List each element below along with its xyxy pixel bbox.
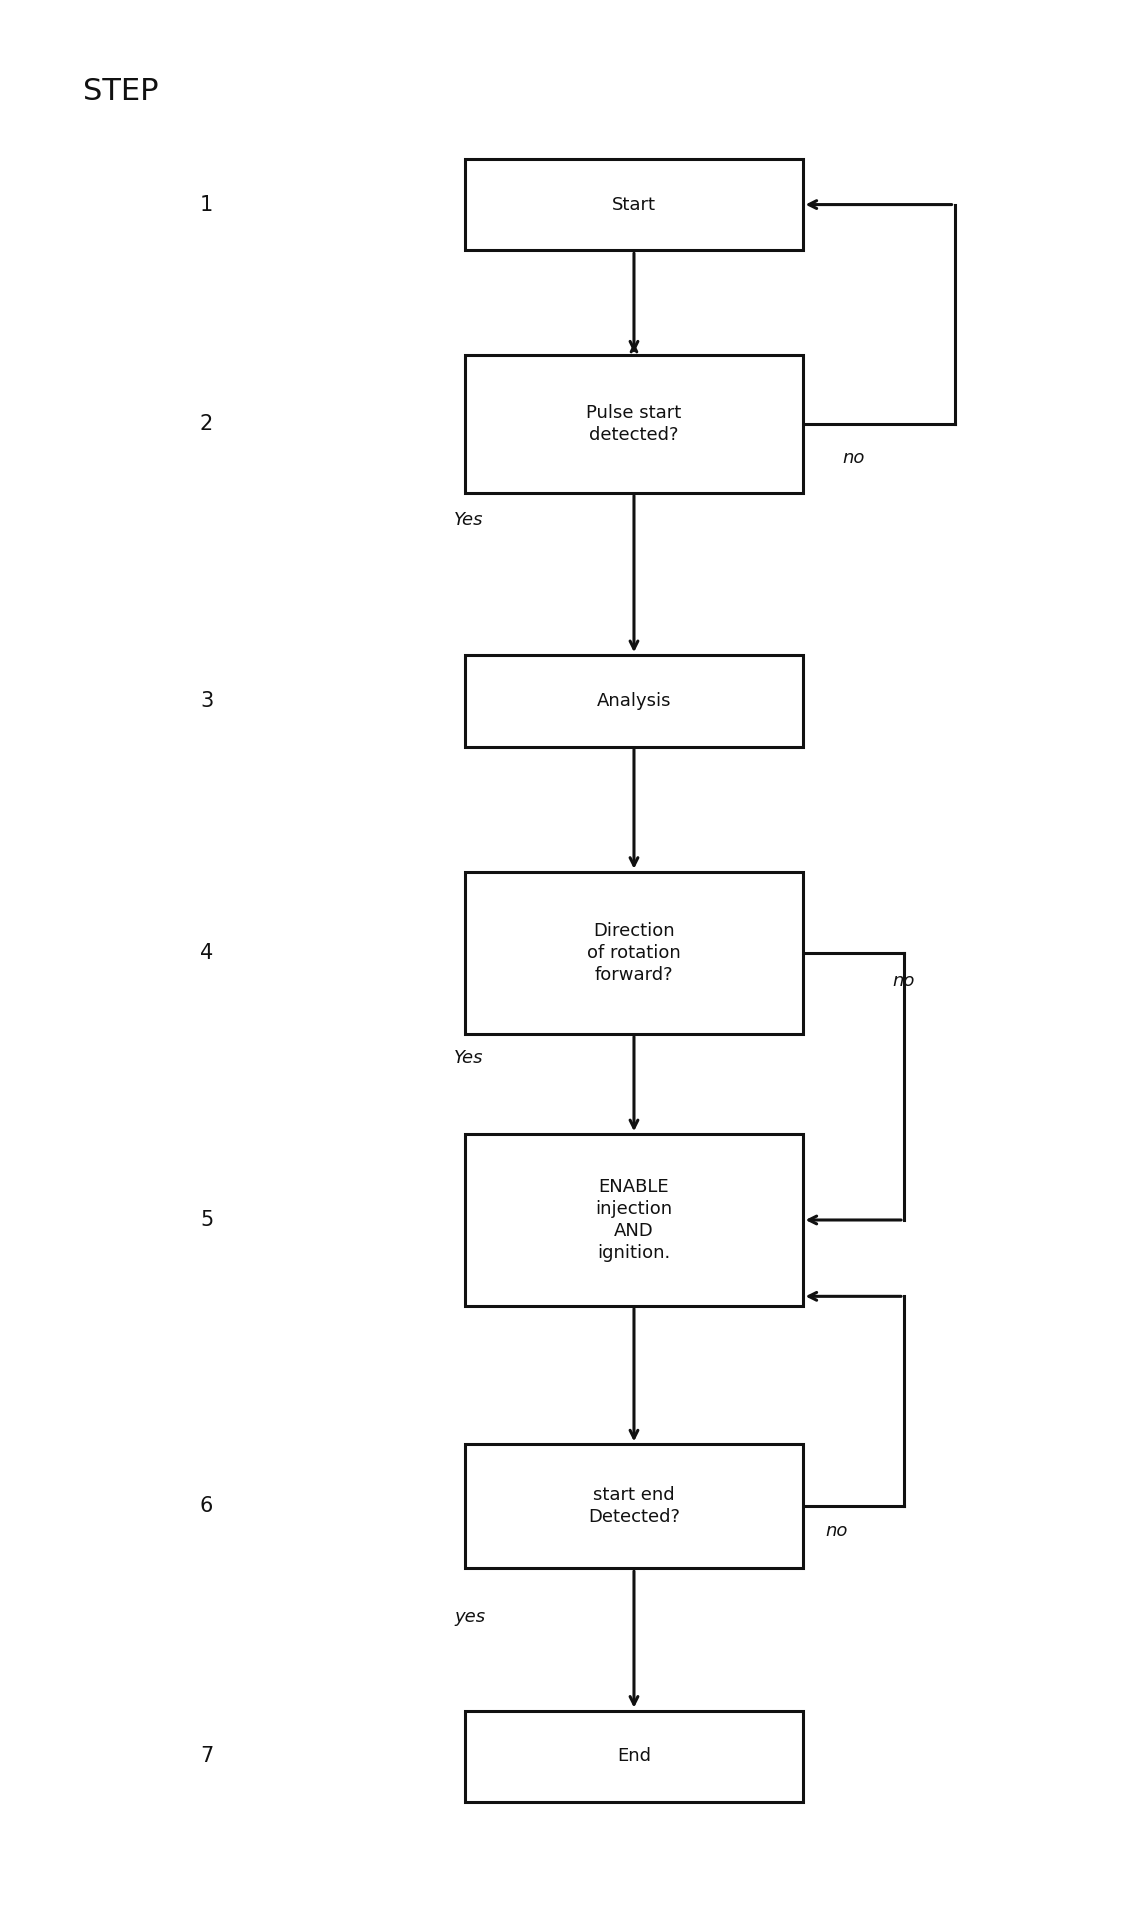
Text: no: no — [893, 972, 915, 991]
Text: Start: Start — [612, 196, 656, 213]
Bar — [466, 355, 802, 493]
Text: 2: 2 — [201, 414, 213, 433]
Bar — [466, 872, 802, 1033]
Text: Yes: Yes — [454, 1049, 484, 1066]
Text: Pulse start
detected?: Pulse start detected? — [587, 404, 682, 445]
Bar — [466, 656, 802, 746]
Bar — [466, 1135, 802, 1305]
Text: End: End — [617, 1746, 651, 1766]
Text: 3: 3 — [201, 690, 213, 711]
Text: start end
Detected?: start end Detected? — [588, 1486, 680, 1526]
Text: Analysis: Analysis — [597, 692, 671, 709]
Text: Direction
of rotation
forward?: Direction of rotation forward? — [587, 922, 681, 983]
Text: no: no — [842, 449, 864, 468]
Text: Yes: Yes — [454, 510, 484, 529]
Text: ENABLE
injection
AND
ignition.: ENABLE injection AND ignition. — [596, 1177, 673, 1261]
Text: 4: 4 — [201, 943, 213, 962]
Text: yes: yes — [454, 1608, 485, 1626]
Bar — [466, 1710, 802, 1802]
Text: 1: 1 — [201, 196, 213, 215]
Bar — [466, 159, 802, 251]
Text: no: no — [825, 1522, 847, 1539]
Text: 7: 7 — [201, 1746, 213, 1766]
Text: 6: 6 — [199, 1497, 213, 1516]
Bar — [466, 1444, 802, 1568]
Text: STEP: STEP — [83, 77, 159, 105]
Text: 5: 5 — [201, 1210, 213, 1231]
